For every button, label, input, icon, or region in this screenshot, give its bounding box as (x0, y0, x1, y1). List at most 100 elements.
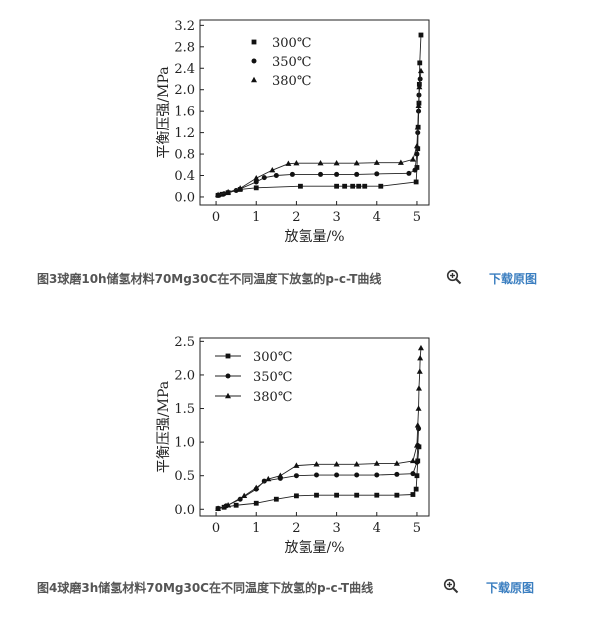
figure-3: 0 1 2 3 4 5 0.0 0.4 0.8 1.2 1.6 2.0 2.4 2.8 3.2 放氢量/% 平衡… (0, 0, 590, 300)
legend-label: 350℃ (272, 55, 311, 70)
data-point (269, 166, 276, 173)
data-point (273, 173, 279, 179)
legend-marker (225, 373, 231, 379)
x-tick-label: 1 (252, 521, 260, 536)
data-point (356, 183, 362, 189)
data-point (378, 183, 384, 189)
x-tick-label: 5 (413, 521, 421, 536)
data-point (294, 493, 299, 499)
y-tick-label: 0.0 (174, 190, 195, 205)
data-point (417, 60, 423, 66)
data-point (416, 368, 423, 374)
legend-label: 380℃ (272, 74, 311, 89)
data-point (334, 472, 340, 478)
data-point (413, 486, 419, 492)
data-point (225, 502, 232, 508)
data-point (334, 171, 340, 177)
x-tick-label: 4 (373, 210, 381, 225)
x-tick-label: 3 (332, 521, 340, 536)
data-point (409, 457, 416, 464)
data-point (253, 174, 260, 181)
x-axis-label: 放氢量/% (284, 540, 344, 556)
y-axis-label: 平衡压强/MPa (156, 66, 172, 158)
data-point (373, 460, 380, 466)
data-point (417, 67, 424, 74)
legend-label: 350℃ (253, 370, 292, 385)
data-point (413, 442, 420, 448)
data-point (394, 471, 400, 477)
x-tick-label: 2 (292, 521, 300, 536)
data-point (410, 471, 416, 477)
data-point (333, 461, 340, 467)
series-line (217, 78, 421, 196)
figure-caption: 图3球磨10h储氢材料70Mg30C在不同温度下放氢的p-c-T曲线 (37, 272, 382, 286)
data-point (374, 171, 380, 177)
y-tick-label: 2.0 (174, 368, 195, 383)
data-point (215, 505, 222, 511)
data-point (397, 159, 404, 165)
data-point (354, 171, 360, 177)
figure-4: 0 1 2 3 4 5 0.0 0.5 1.0 1.5 2.0 2.5 放氢量/% 平衡压强/MPa 300… (0, 320, 590, 623)
data-point (414, 124, 421, 130)
x-tick-label: 2 (292, 210, 300, 225)
zoom-in-icon[interactable] (446, 269, 462, 285)
data-point (414, 165, 420, 170)
data-point (415, 405, 422, 411)
data-point (413, 142, 420, 149)
data-point (374, 492, 380, 498)
data-point (342, 183, 348, 189)
y-tick-label: 3.2 (174, 19, 195, 34)
data-point (253, 484, 260, 490)
series-line (217, 428, 420, 510)
y-tick-label: 2.4 (174, 62, 195, 77)
download-original-link[interactable]: 下载原图 (489, 272, 538, 286)
data-point (417, 354, 424, 361)
data-point (313, 461, 320, 467)
data-point (253, 500, 259, 506)
data-point (277, 472, 284, 478)
series-circle (215, 426, 422, 512)
data-point (353, 461, 360, 467)
data-point (285, 160, 292, 166)
data-point (334, 492, 339, 498)
y-tick-label: 0.0 (174, 503, 195, 518)
legend-label: 300℃ (272, 36, 311, 51)
zoom-in-icon[interactable] (443, 578, 459, 594)
series-triangle (215, 344, 424, 511)
x-axis-label: 放氢量/% (284, 229, 344, 245)
data-point (293, 462, 300, 468)
legend-label: 380℃ (253, 390, 292, 405)
data-point (298, 183, 303, 189)
legend-marker (251, 58, 257, 64)
data-point (289, 171, 295, 177)
y-tick-label: 0.8 (174, 148, 195, 163)
series-square (215, 444, 422, 512)
caption-row-figure-4: 图4球磨3h储氢材料70Mg30C在不同温度下放氢的p-c-T曲线 下载原图 (0, 577, 590, 597)
y-axis-label: 平衡压强/MPa (156, 381, 172, 473)
x-tick-label: 3 (332, 210, 340, 225)
data-point (373, 159, 380, 165)
data-point (273, 496, 279, 502)
x-tick-label: 1 (252, 210, 260, 225)
data-point (293, 159, 300, 166)
data-point (261, 175, 267, 181)
data-point (314, 472, 320, 478)
data-point (350, 183, 356, 189)
data-point (406, 170, 412, 176)
data-point (265, 475, 272, 482)
data-point (393, 460, 400, 466)
y-tick-label: 0.5 (174, 469, 195, 484)
x-tick-label: 0 (212, 210, 220, 225)
data-point (414, 422, 421, 428)
plot-frame (199, 19, 430, 206)
download-original-link[interactable]: 下载原图 (486, 581, 535, 595)
data-point (233, 502, 239, 508)
data-point (410, 492, 416, 497)
data-point (318, 171, 324, 177)
series-line (217, 348, 422, 510)
data-point (241, 492, 248, 499)
y-tick-label: 2.8 (174, 40, 195, 55)
data-point (317, 159, 324, 166)
data-point (253, 179, 259, 185)
data-point (353, 159, 360, 166)
